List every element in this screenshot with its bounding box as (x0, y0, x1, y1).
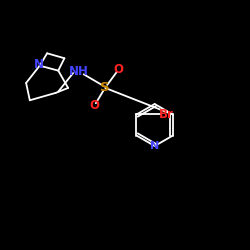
Text: S: S (100, 82, 110, 94)
Text: N: N (34, 58, 43, 71)
Text: Br: Br (159, 108, 174, 121)
Text: N: N (150, 141, 159, 151)
Text: O: O (89, 99, 99, 112)
Text: O: O (114, 63, 124, 76)
Text: NH: NH (69, 65, 89, 78)
